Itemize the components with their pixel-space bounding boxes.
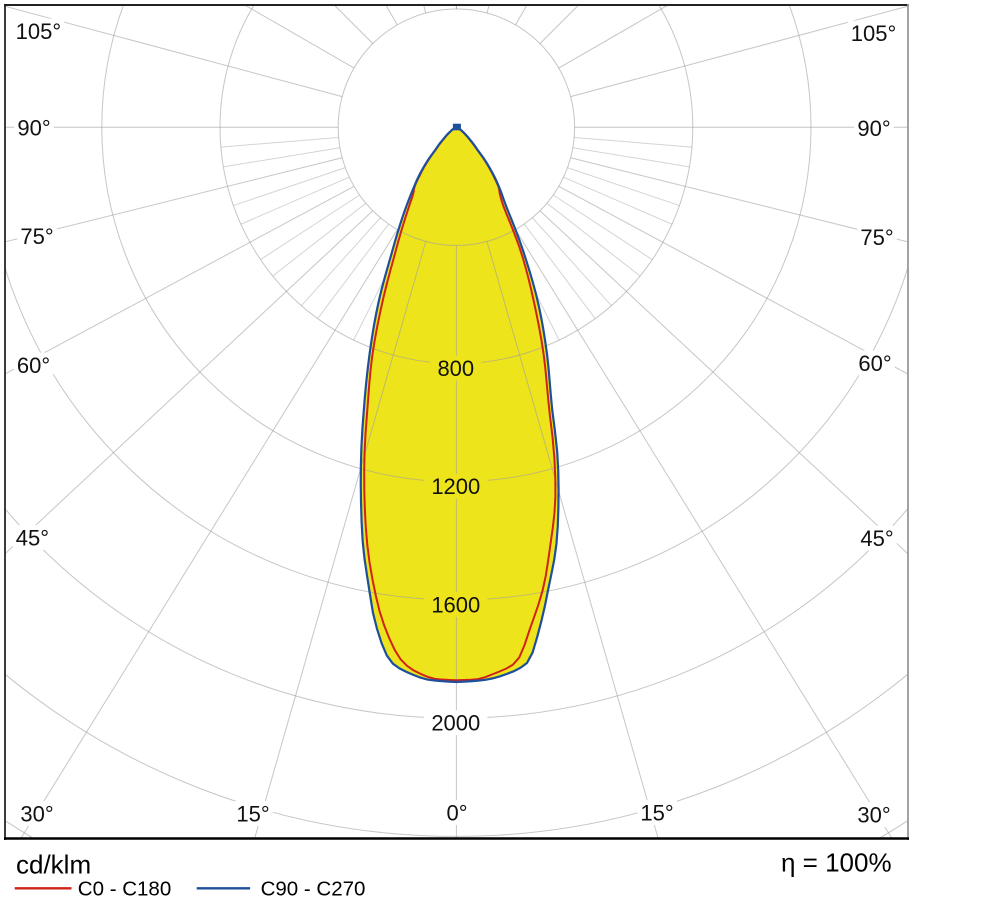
svg-text:1200: 1200 bbox=[431, 474, 480, 499]
svg-text:75°: 75° bbox=[20, 224, 53, 249]
svg-text:800: 800 bbox=[437, 356, 474, 381]
svg-text:2000: 2000 bbox=[431, 711, 480, 736]
svg-text:45°: 45° bbox=[16, 525, 49, 550]
svg-text:105°: 105° bbox=[851, 21, 897, 46]
svg-text:C90 - C270: C90 - C270 bbox=[261, 878, 366, 901]
svg-text:75°: 75° bbox=[860, 225, 893, 250]
svg-text:15°: 15° bbox=[236, 801, 269, 826]
svg-text:60°: 60° bbox=[858, 351, 891, 376]
svg-text:90°: 90° bbox=[857, 116, 890, 141]
svg-text:60°: 60° bbox=[17, 353, 50, 378]
svg-text:C0 - C180: C0 - C180 bbox=[78, 878, 171, 901]
svg-text:30°: 30° bbox=[857, 802, 890, 827]
svg-text:η = 100%: η = 100% bbox=[781, 848, 892, 878]
svg-text:15°: 15° bbox=[640, 800, 673, 825]
svg-text:0°: 0° bbox=[446, 800, 467, 825]
svg-text:105°: 105° bbox=[16, 19, 62, 44]
svg-text:1600: 1600 bbox=[431, 592, 480, 617]
svg-text:30°: 30° bbox=[20, 801, 53, 826]
svg-text:45°: 45° bbox=[860, 526, 893, 551]
svg-text:cd/klm: cd/klm bbox=[16, 850, 91, 880]
svg-text:90°: 90° bbox=[17, 115, 50, 140]
